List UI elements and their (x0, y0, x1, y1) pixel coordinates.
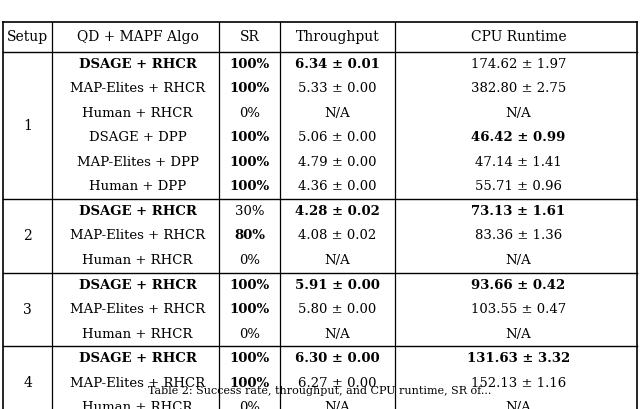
Text: 5.33 ± 0.00: 5.33 ± 0.00 (298, 82, 376, 95)
Text: Setup: Setup (7, 30, 48, 44)
Text: 47.14 ± 1.41: 47.14 ± 1.41 (475, 156, 562, 169)
Text: MAP-Elites + RHCR: MAP-Elites + RHCR (70, 377, 205, 390)
Text: MAP-Elites + DPP: MAP-Elites + DPP (77, 156, 198, 169)
Text: N/A: N/A (506, 401, 531, 409)
Text: N/A: N/A (324, 328, 350, 341)
Text: 4.08 ± 0.02: 4.08 ± 0.02 (298, 229, 376, 243)
Text: 80%: 80% (234, 229, 265, 243)
Text: 3: 3 (23, 303, 32, 317)
Text: 4.36 ± 0.00: 4.36 ± 0.00 (298, 180, 376, 193)
Text: 73.13 ± 1.61: 73.13 ± 1.61 (471, 205, 566, 218)
Text: 46.42 ± 0.99: 46.42 ± 0.99 (471, 131, 566, 144)
Text: 100%: 100% (230, 58, 269, 71)
Text: 2: 2 (23, 229, 32, 243)
Text: 100%: 100% (230, 377, 269, 390)
Text: 131.63 ± 3.32: 131.63 ± 3.32 (467, 352, 570, 365)
Text: SR: SR (239, 30, 260, 44)
Text: N/A: N/A (506, 107, 531, 120)
Text: QD + MAPF Algo: QD + MAPF Algo (77, 30, 198, 44)
Text: 5.91 ± 0.00: 5.91 ± 0.00 (295, 279, 380, 292)
Text: Human + RHCR: Human + RHCR (83, 328, 193, 341)
Text: Human + RHCR: Human + RHCR (83, 254, 193, 267)
Text: 0%: 0% (239, 328, 260, 341)
Text: Throughput: Throughput (296, 30, 379, 44)
Text: 5.06 ± 0.00: 5.06 ± 0.00 (298, 131, 376, 144)
Text: 83.36 ± 1.36: 83.36 ± 1.36 (475, 229, 562, 243)
Text: 382.80 ± 2.75: 382.80 ± 2.75 (471, 82, 566, 95)
Text: 0%: 0% (239, 107, 260, 120)
Text: N/A: N/A (506, 328, 531, 341)
Text: 0%: 0% (239, 401, 260, 409)
Text: 100%: 100% (230, 352, 269, 365)
Text: N/A: N/A (324, 401, 350, 409)
Text: 5.80 ± 0.00: 5.80 ± 0.00 (298, 303, 376, 316)
Text: CPU Runtime: CPU Runtime (470, 30, 566, 44)
Text: 100%: 100% (230, 303, 269, 316)
Text: 4.79 ± 0.00: 4.79 ± 0.00 (298, 156, 376, 169)
Text: 6.30 ± 0.00: 6.30 ± 0.00 (295, 352, 380, 365)
Text: 0%: 0% (239, 254, 260, 267)
Text: 6.27 ± 0.00: 6.27 ± 0.00 (298, 377, 376, 390)
Text: DSAGE + RHCR: DSAGE + RHCR (79, 205, 196, 218)
Text: 30%: 30% (235, 205, 264, 218)
Text: 1: 1 (23, 119, 32, 133)
Text: 152.13 ± 1.16: 152.13 ± 1.16 (471, 377, 566, 390)
Text: Human + RHCR: Human + RHCR (83, 401, 193, 409)
Text: DSAGE + RHCR: DSAGE + RHCR (79, 279, 196, 292)
Text: MAP-Elites + RHCR: MAP-Elites + RHCR (70, 303, 205, 316)
Text: N/A: N/A (506, 254, 531, 267)
Text: 100%: 100% (230, 131, 269, 144)
Text: N/A: N/A (324, 107, 350, 120)
Text: 100%: 100% (230, 279, 269, 292)
Text: N/A: N/A (324, 254, 350, 267)
Text: DSAGE + RHCR: DSAGE + RHCR (79, 352, 196, 365)
Text: Human + RHCR: Human + RHCR (83, 107, 193, 120)
Text: MAP-Elites + RHCR: MAP-Elites + RHCR (70, 82, 205, 95)
Text: 174.62 ± 1.97: 174.62 ± 1.97 (470, 58, 566, 71)
Text: 4: 4 (23, 376, 32, 390)
Text: 100%: 100% (230, 82, 269, 95)
Text: 6.34 ± 0.01: 6.34 ± 0.01 (295, 58, 380, 71)
Text: 93.66 ± 0.42: 93.66 ± 0.42 (471, 279, 566, 292)
Text: DSAGE + RHCR: DSAGE + RHCR (79, 58, 196, 71)
Text: 55.71 ± 0.96: 55.71 ± 0.96 (475, 180, 562, 193)
Text: Table 2: Success rate, throughput, and CPU runtime, SR of...: Table 2: Success rate, throughput, and C… (148, 386, 492, 396)
Text: 100%: 100% (230, 156, 269, 169)
Text: MAP-Elites + RHCR: MAP-Elites + RHCR (70, 229, 205, 243)
Text: 100%: 100% (230, 180, 269, 193)
Text: 4.28 ± 0.02: 4.28 ± 0.02 (295, 205, 380, 218)
Text: 103.55 ± 0.47: 103.55 ± 0.47 (471, 303, 566, 316)
Text: Human + DPP: Human + DPP (89, 180, 186, 193)
Text: DSAGE + DPP: DSAGE + DPP (89, 131, 186, 144)
